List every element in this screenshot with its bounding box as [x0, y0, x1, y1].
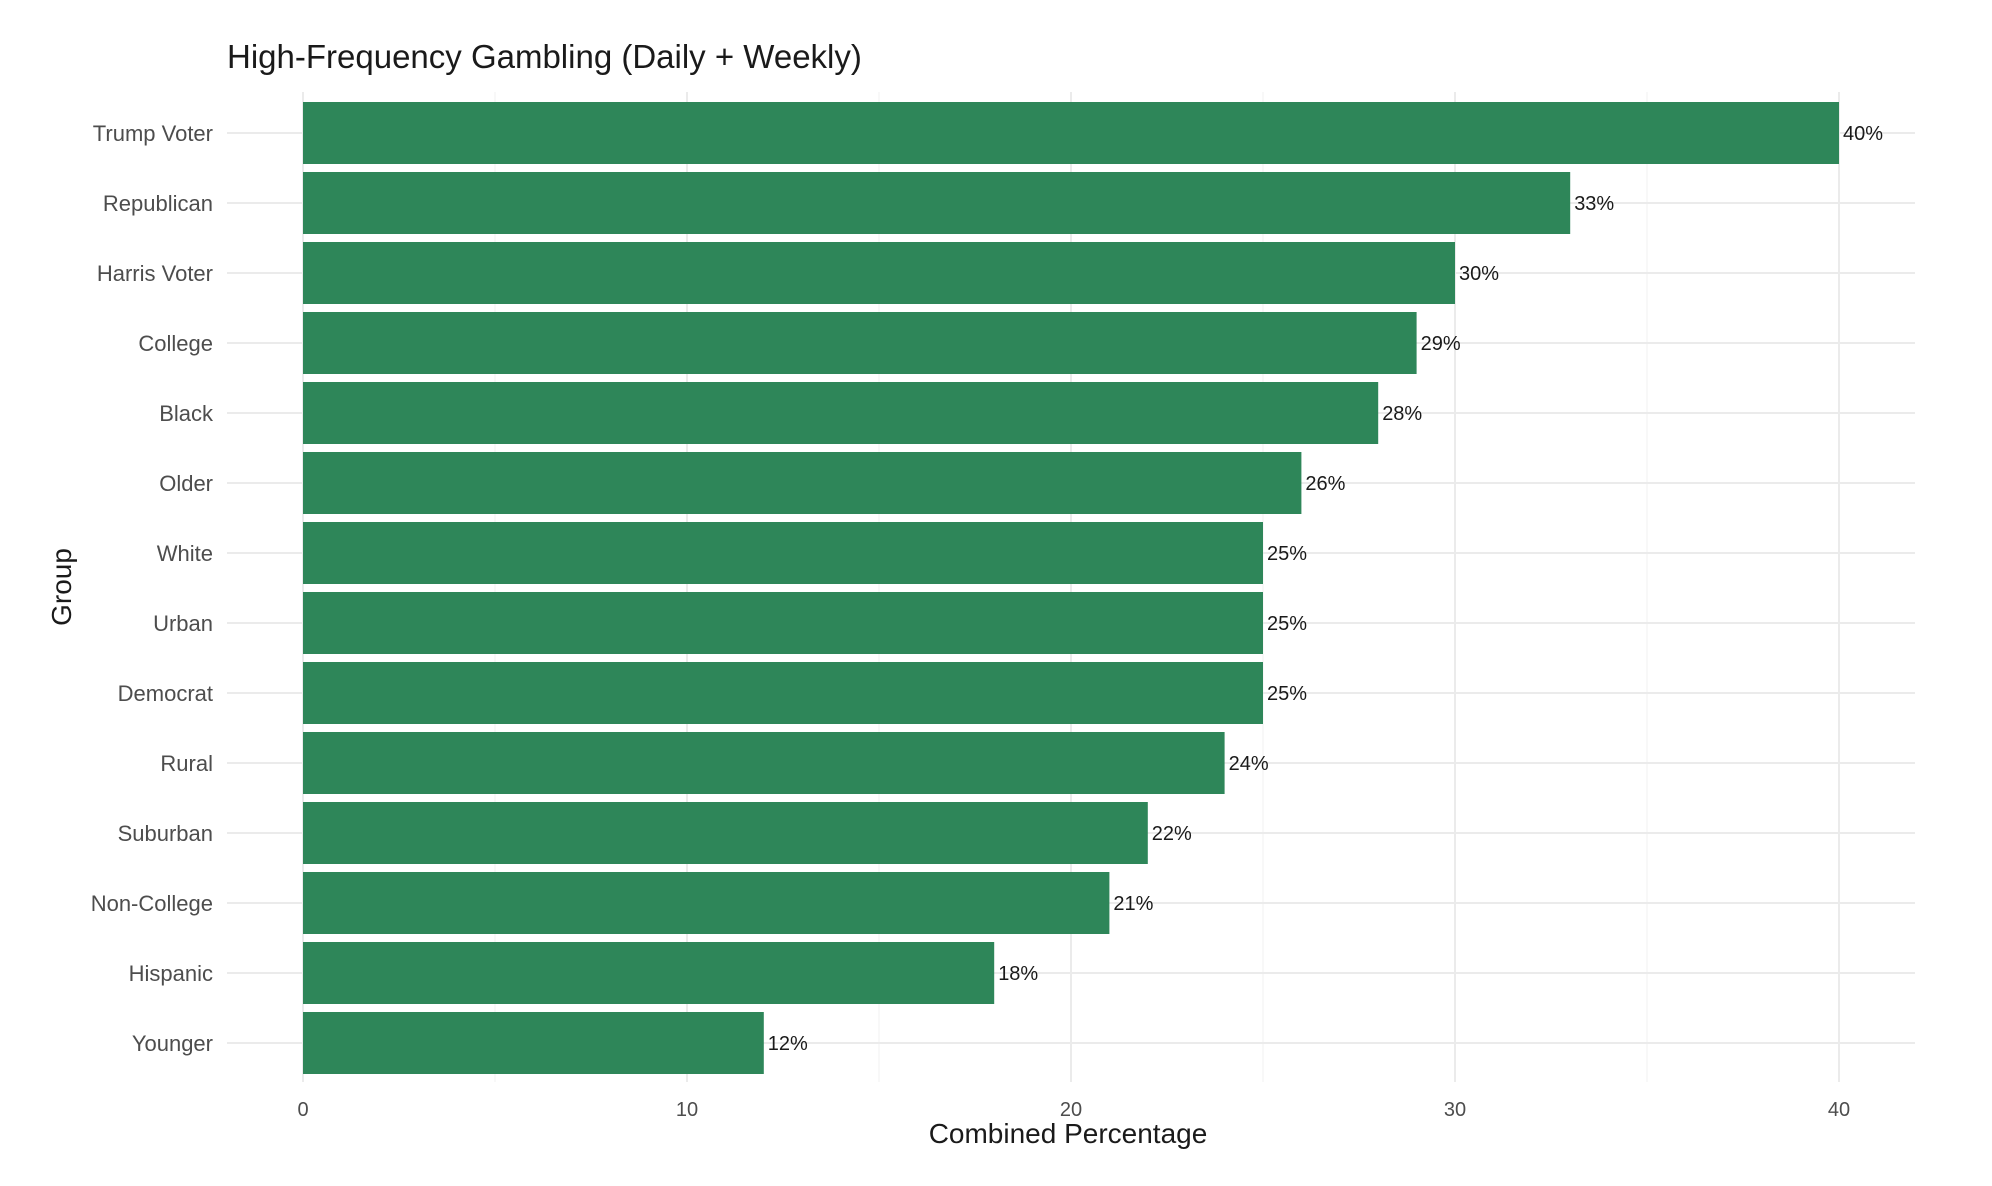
- bar-layer: [303, 102, 1839, 1074]
- y-category-label: Harris Voter: [97, 261, 213, 286]
- x-axis-title: Combined Percentage: [929, 1118, 1208, 1149]
- y-category-label: Younger: [132, 1031, 213, 1056]
- x-tick-label: 0: [297, 1099, 308, 1121]
- bar-younger: [303, 1012, 764, 1074]
- y-category-label: Democrat: [118, 681, 213, 706]
- y-category-label: Older: [159, 471, 213, 496]
- bar-republican: [303, 172, 1571, 234]
- bar-suburban: [303, 802, 1148, 864]
- y-category-label: Republican: [103, 191, 213, 216]
- y-category-label: Trump Voter: [93, 121, 213, 146]
- bar-older: [303, 452, 1302, 514]
- x-tick-label: 10: [676, 1099, 698, 1121]
- bar-college: [303, 312, 1417, 374]
- y-category-label: College: [138, 331, 213, 356]
- bar-value-label: 25%: [1267, 683, 1307, 705]
- bar-black: [303, 382, 1379, 444]
- bar-non-college: [303, 872, 1110, 934]
- bar-rural: [303, 732, 1225, 794]
- bar-harris-voter: [303, 242, 1455, 304]
- bar-white: [303, 522, 1263, 584]
- bar-democrat: [303, 662, 1263, 724]
- bar-value-label: 29%: [1421, 333, 1461, 355]
- bar-value-label: 22%: [1152, 823, 1192, 845]
- y-category-label: Rural: [160, 751, 213, 776]
- bar-value-label: 25%: [1267, 613, 1307, 635]
- x-tick-label: 20: [1060, 1099, 1082, 1121]
- bar-value-label: 12%: [768, 1033, 808, 1055]
- bar-value-label: 18%: [998, 963, 1038, 985]
- y-category-label: Suburban: [118, 821, 213, 846]
- bar-value-label: 28%: [1382, 403, 1422, 425]
- chart-title: High-Frequency Gambling (Daily + Weekly): [227, 38, 862, 75]
- y-category-label: Hispanic: [129, 961, 213, 986]
- bar-value-label: 33%: [1574, 193, 1614, 215]
- x-tick-label: 40: [1828, 1099, 1850, 1121]
- bar-hispanic: [303, 942, 995, 1004]
- bar-value-label: 21%: [1113, 893, 1153, 915]
- bar-value-label: 30%: [1459, 263, 1499, 285]
- label-layer: 0 10 20 30 40 Trump Voter 40% Republican 33% Harr…: [91, 121, 1884, 1121]
- y-category-label: Black: [159, 401, 214, 426]
- x-tick-label: 30: [1444, 1099, 1466, 1121]
- y-category-label: Non-College: [91, 891, 213, 916]
- bar-value-label: 40%: [1843, 123, 1883, 145]
- bar-value-label: 26%: [1305, 473, 1345, 495]
- bar-trump-voter: [303, 102, 1839, 164]
- y-category-label: Urban: [153, 611, 213, 636]
- y-axis-title: Group: [46, 548, 77, 626]
- y-category-label: White: [157, 541, 213, 566]
- bar-urban: [303, 592, 1263, 654]
- bar-value-label: 24%: [1229, 753, 1269, 775]
- bar-value-label: 25%: [1267, 543, 1307, 565]
